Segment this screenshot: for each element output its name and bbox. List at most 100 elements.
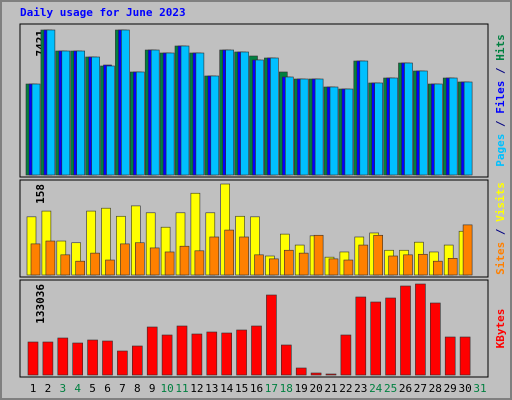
bar — [462, 224, 473, 276]
bar — [221, 332, 232, 376]
bar — [251, 325, 262, 376]
bar — [325, 373, 337, 376]
x-tick-label: 28 — [429, 382, 442, 395]
bar — [76, 50, 85, 176]
bar — [45, 240, 56, 276]
bar — [105, 259, 115, 276]
bar — [329, 86, 339, 176]
x-tick-label: 1 — [30, 382, 37, 395]
bar — [388, 255, 398, 276]
legend: KBytes — [494, 309, 507, 349]
bar — [194, 250, 205, 276]
x-tick-label: 16 — [250, 382, 263, 395]
legend-entry: Sites — [494, 242, 507, 275]
x-tick-label: 2 — [45, 382, 52, 395]
bar — [370, 301, 382, 376]
bar — [206, 331, 218, 376]
x-tick-label: 23 — [354, 382, 367, 395]
bar — [328, 258, 339, 276]
legend-entry: Pages — [494, 134, 507, 167]
bar — [210, 75, 220, 176]
bar — [284, 76, 294, 176]
x-tick-label: 21 — [324, 382, 337, 395]
bar — [295, 367, 307, 376]
bar — [314, 78, 324, 176]
bar — [418, 253, 428, 276]
bar — [146, 326, 158, 376]
legend-separator: / — [494, 222, 507, 242]
bar — [310, 372, 322, 376]
bar — [165, 52, 175, 176]
bar — [149, 247, 160, 276]
bar — [150, 49, 160, 176]
bar — [343, 259, 354, 276]
bar — [444, 336, 456, 376]
x-tick-label: 30 — [458, 382, 471, 395]
legend-separator: / — [494, 61, 507, 81]
x-tick-label: 15 — [235, 382, 248, 395]
bar — [415, 283, 426, 376]
bar — [432, 260, 443, 276]
legend-entry: Visits — [494, 182, 507, 222]
bar — [42, 341, 54, 376]
x-tick-label: 10 — [160, 382, 173, 395]
bar — [429, 302, 441, 376]
x-tick-label: 13 — [205, 382, 218, 395]
bar — [255, 59, 264, 176]
bar — [225, 49, 234, 176]
bar — [90, 252, 100, 276]
bar — [236, 329, 247, 376]
bar — [72, 342, 83, 376]
bar — [164, 251, 175, 276]
bar — [355, 296, 367, 376]
bar — [179, 245, 190, 276]
bar — [176, 325, 188, 376]
bar — [459, 336, 471, 376]
bar — [239, 236, 249, 276]
bar — [447, 257, 458, 276]
bar — [313, 234, 324, 276]
bar — [340, 334, 352, 376]
legend-separator: / — [494, 114, 507, 134]
x-tick-label: 17 — [265, 382, 278, 395]
bar — [106, 65, 115, 176]
bar — [389, 77, 398, 176]
bar — [61, 50, 71, 176]
bar — [102, 340, 113, 376]
bar — [46, 29, 56, 176]
x-tick-label: 9 — [149, 382, 156, 395]
bar — [254, 254, 264, 276]
bar — [87, 339, 98, 376]
x-tick-label: 6 — [104, 382, 111, 395]
bar — [31, 83, 41, 176]
bar — [358, 244, 369, 276]
bar — [57, 337, 69, 376]
bar — [117, 350, 128, 376]
bar — [209, 236, 220, 276]
bar — [60, 254, 71, 276]
bar — [27, 341, 39, 376]
bar — [448, 77, 458, 176]
bar — [224, 229, 234, 276]
x-tick-label: 11 — [175, 382, 188, 395]
y-tick-label: 133036 — [34, 284, 47, 324]
x-tick-label: 12 — [190, 382, 203, 395]
x-tick-label: 7 — [119, 382, 126, 395]
bar — [433, 83, 443, 176]
bar — [75, 260, 85, 276]
chart-title: Daily usage for June 2023 — [20, 6, 186, 19]
x-tick-label: 18 — [280, 382, 293, 395]
x-tick-label: 26 — [399, 382, 412, 395]
bar — [344, 88, 354, 176]
x-tick-label: 14 — [220, 382, 234, 395]
bar — [385, 297, 396, 376]
x-tick-label: 4 — [74, 382, 81, 395]
bar — [266, 294, 277, 376]
bar — [120, 243, 130, 276]
bar — [403, 254, 413, 276]
bar — [121, 29, 130, 176]
bar — [463, 81, 473, 176]
bar — [91, 56, 100, 176]
bar — [283, 249, 294, 276]
